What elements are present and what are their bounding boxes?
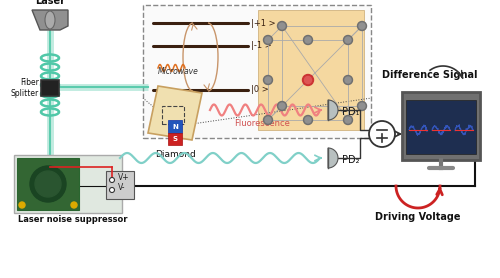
- Text: N: N: [172, 124, 178, 130]
- Circle shape: [359, 23, 365, 29]
- Circle shape: [265, 117, 271, 123]
- Bar: [17, 158, 79, 210]
- Circle shape: [278, 21, 286, 31]
- Bar: [106, 171, 134, 199]
- Text: Fiber
Splitter: Fiber Splitter: [11, 78, 39, 98]
- Circle shape: [369, 121, 395, 147]
- Text: Diamond: Diamond: [154, 150, 196, 159]
- Text: PD₁: PD₁: [342, 107, 359, 117]
- Polygon shape: [328, 148, 338, 168]
- Bar: [168, 133, 182, 145]
- Circle shape: [345, 77, 351, 83]
- Text: PD₂: PD₂: [342, 155, 359, 165]
- Circle shape: [344, 76, 352, 85]
- Bar: [162, 106, 184, 124]
- Bar: [258, 10, 364, 130]
- Circle shape: [265, 77, 271, 83]
- Polygon shape: [148, 86, 202, 140]
- Bar: [41, 80, 59, 96]
- Circle shape: [302, 75, 314, 86]
- Circle shape: [110, 187, 114, 192]
- Circle shape: [71, 202, 77, 208]
- Text: |-1 >: |-1 >: [251, 41, 272, 51]
- Text: Microwave: Microwave: [158, 67, 199, 76]
- Polygon shape: [328, 100, 338, 120]
- Circle shape: [304, 115, 312, 125]
- Circle shape: [305, 77, 311, 83]
- Circle shape: [345, 117, 351, 123]
- Text: S: S: [172, 136, 178, 142]
- Circle shape: [344, 36, 352, 44]
- Circle shape: [345, 37, 351, 43]
- Circle shape: [304, 36, 312, 44]
- Bar: [168, 120, 182, 133]
- Bar: [143, 5, 371, 138]
- Text: V-: V-: [118, 182, 126, 192]
- Circle shape: [264, 115, 272, 125]
- Circle shape: [278, 101, 286, 110]
- Text: Driving Voltage: Driving Voltage: [375, 212, 461, 222]
- Ellipse shape: [45, 11, 55, 29]
- Circle shape: [305, 117, 311, 123]
- Text: Fluorescence: Fluorescence: [234, 119, 290, 128]
- Text: Difference Signal: Difference Signal: [382, 70, 478, 80]
- Text: Laser: Laser: [35, 0, 65, 6]
- Circle shape: [344, 115, 352, 125]
- Circle shape: [19, 202, 25, 208]
- Bar: [402, 92, 480, 160]
- Circle shape: [358, 101, 366, 110]
- Text: |0 >: |0 >: [251, 86, 269, 95]
- Polygon shape: [32, 10, 68, 30]
- Text: V+: V+: [118, 173, 130, 182]
- Circle shape: [279, 103, 285, 109]
- Bar: [14, 155, 122, 213]
- Circle shape: [304, 76, 312, 85]
- Circle shape: [264, 76, 272, 85]
- Circle shape: [359, 103, 365, 109]
- Circle shape: [265, 37, 271, 43]
- Circle shape: [264, 36, 272, 44]
- Circle shape: [358, 21, 366, 31]
- Text: |+1 >: |+1 >: [251, 19, 276, 28]
- Circle shape: [35, 171, 61, 197]
- Circle shape: [279, 23, 285, 29]
- Circle shape: [110, 177, 114, 182]
- Circle shape: [305, 37, 311, 43]
- Text: Laser noise suppressor: Laser noise suppressor: [18, 215, 128, 224]
- Bar: [406, 100, 476, 154]
- Circle shape: [30, 166, 66, 202]
- Circle shape: [304, 76, 312, 83]
